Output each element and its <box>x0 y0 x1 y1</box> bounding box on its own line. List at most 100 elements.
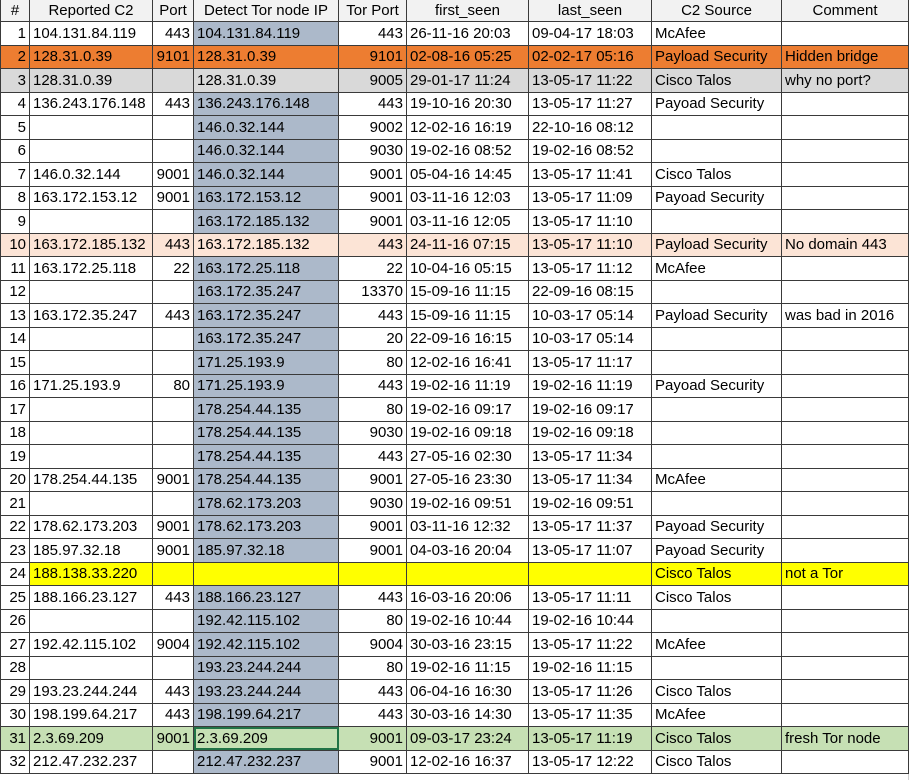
cell-last-seen[interactable]: 13-05-17 11:34 <box>528 467 652 492</box>
header-port[interactable]: Port <box>152 0 194 22</box>
cell-comment[interactable] <box>781 655 909 680</box>
cell-reported-c2[interactable]: 2.3.69.209 <box>29 726 153 751</box>
cell-port[interactable]: 443 <box>152 679 194 704</box>
cell-first-seen[interactable]: 09-03-17 23:24 <box>406 726 529 751</box>
cell-comment[interactable]: not a Tor <box>781 561 909 586</box>
cell-c2-source[interactable]: Payoad Security <box>651 373 782 398</box>
cell-c2-source[interactable]: Cisco Talos <box>651 68 782 93</box>
cell-first-seen[interactable]: 24-11-16 07:15 <box>406 232 529 257</box>
cell-reported-c2[interactable]: 188.166.23.127 <box>29 585 153 610</box>
cell-reported-c2[interactable]: 212.47.232.237 <box>29 749 153 774</box>
cell-port[interactable] <box>152 279 194 304</box>
cell-tor-port[interactable]: 443 <box>338 679 407 704</box>
cell-reported-c2[interactable] <box>29 350 153 375</box>
cell-detect-tor-node-ip[interactable]: 163.172.153.12 <box>193 185 339 210</box>
cell-tor-port[interactable]: 9001 <box>338 726 407 751</box>
cell-comment[interactable] <box>781 585 909 610</box>
cell-index[interactable]: 14 <box>0 326 30 351</box>
cell-comment[interactable] <box>781 162 909 187</box>
cell-first-seen[interactable]: 04-03-16 20:04 <box>406 538 529 563</box>
cell-last-seen[interactable]: 19-02-16 11:19 <box>528 373 652 398</box>
cell-port[interactable] <box>152 444 194 469</box>
cell-detect-tor-node-ip[interactable]: 198.199.64.217 <box>193 702 339 727</box>
cell-index[interactable]: 15 <box>0 350 30 375</box>
cell-first-seen[interactable]: 16-03-16 20:06 <box>406 585 529 610</box>
cell-first-seen[interactable]: 12-02-16 16:37 <box>406 749 529 774</box>
header-index[interactable]: # <box>0 0 30 22</box>
cell-index[interactable]: 5 <box>0 115 30 140</box>
cell-first-seen[interactable]: 03-11-16 12:03 <box>406 185 529 210</box>
cell-c2-source[interactable]: Cisco Talos <box>651 679 782 704</box>
header-last-seen[interactable]: last_seen <box>528 0 652 22</box>
cell-tor-port[interactable]: 9101 <box>338 44 407 69</box>
cell-port[interactable] <box>152 350 194 375</box>
cell-c2-source[interactable] <box>651 420 782 445</box>
cell-last-seen[interactable] <box>528 561 652 586</box>
cell-tor-port[interactable] <box>338 561 407 586</box>
cell-tor-port[interactable]: 443 <box>338 91 407 116</box>
cell-comment[interactable] <box>781 749 909 774</box>
cell-port[interactable] <box>152 749 194 774</box>
cell-last-seen[interactable]: 09-04-17 18:03 <box>528 21 652 46</box>
header-first-seen[interactable]: first_seen <box>406 0 529 22</box>
cell-index[interactable]: 11 <box>0 256 30 281</box>
cell-comment[interactable] <box>781 185 909 210</box>
cell-last-seen[interactable]: 10-03-17 05:14 <box>528 326 652 351</box>
cell-tor-port[interactable]: 9001 <box>338 185 407 210</box>
cell-comment[interactable] <box>781 115 909 140</box>
cell-c2-source[interactable]: McAfee <box>651 21 782 46</box>
header-comment[interactable]: Comment <box>781 0 909 22</box>
cell-reported-c2[interactable] <box>29 444 153 469</box>
cell-tor-port[interactable]: 22 <box>338 256 407 281</box>
cell-c2-source[interactable] <box>651 350 782 375</box>
cell-reported-c2[interactable]: 146.0.32.144 <box>29 162 153 187</box>
cell-port[interactable] <box>152 491 194 516</box>
cell-port[interactable] <box>152 209 194 234</box>
cell-c2-source[interactable] <box>651 279 782 304</box>
cell-last-seen[interactable]: 22-09-16 08:15 <box>528 279 652 304</box>
cell-reported-c2[interactable] <box>29 491 153 516</box>
cell-index[interactable]: 27 <box>0 632 30 657</box>
cell-reported-c2[interactable]: 192.42.115.102 <box>29 632 153 657</box>
cell-tor-port[interactable]: 9001 <box>338 749 407 774</box>
cell-c2-source[interactable]: Cisco Talos <box>651 585 782 610</box>
cell-tor-port[interactable]: 443 <box>338 373 407 398</box>
cell-c2-source[interactable] <box>651 326 782 351</box>
cell-c2-source[interactable] <box>651 608 782 633</box>
cell-c2-source[interactable]: McAfee <box>651 632 782 657</box>
cell-last-seen[interactable]: 22-10-16 08:12 <box>528 115 652 140</box>
cell-reported-c2[interactable] <box>29 420 153 445</box>
cell-index[interactable]: 22 <box>0 514 30 539</box>
cell-last-seen[interactable]: 13-05-17 11:35 <box>528 702 652 727</box>
cell-port[interactable]: 22 <box>152 256 194 281</box>
cell-tor-port[interactable]: 443 <box>338 585 407 610</box>
cell-c2-source[interactable]: McAfee <box>651 256 782 281</box>
cell-last-seen[interactable]: 13-05-17 11:22 <box>528 632 652 657</box>
cell-tor-port[interactable]: 9004 <box>338 632 407 657</box>
cell-comment[interactable] <box>781 397 909 422</box>
cell-c2-source[interactable]: McAfee <box>651 467 782 492</box>
cell-first-seen[interactable]: 12-02-16 16:19 <box>406 115 529 140</box>
cell-index[interactable]: 29 <box>0 679 30 704</box>
cell-last-seen[interactable]: 02-02-17 05:16 <box>528 44 652 69</box>
cell-first-seen[interactable]: 05-04-16 14:45 <box>406 162 529 187</box>
cell-tor-port[interactable]: 20 <box>338 326 407 351</box>
cell-reported-c2[interactable]: 136.243.176.148 <box>29 91 153 116</box>
cell-first-seen[interactable]: 19-02-16 09:51 <box>406 491 529 516</box>
cell-tor-port[interactable]: 13370 <box>338 279 407 304</box>
cell-detect-tor-node-ip[interactable]: 163.172.35.247 <box>193 303 339 328</box>
cell-reported-c2[interactable] <box>29 115 153 140</box>
cell-first-seen[interactable]: 19-02-16 10:44 <box>406 608 529 633</box>
cell-first-seen[interactable] <box>406 561 529 586</box>
cell-comment[interactable] <box>781 91 909 116</box>
cell-first-seen[interactable]: 19-02-16 11:19 <box>406 373 529 398</box>
cell-first-seen[interactable]: 19-10-16 20:30 <box>406 91 529 116</box>
cell-first-seen[interactable]: 22-09-16 16:15 <box>406 326 529 351</box>
cell-comment[interactable] <box>781 467 909 492</box>
cell-last-seen[interactable]: 13-05-17 11:26 <box>528 679 652 704</box>
cell-c2-source[interactable]: Cisco Talos <box>651 162 782 187</box>
cell-last-seen[interactable]: 13-05-17 11:07 <box>528 538 652 563</box>
cell-detect-tor-node-ip[interactable]: 163.172.25.118 <box>193 256 339 281</box>
cell-port[interactable] <box>152 397 194 422</box>
cell-detect-tor-node-ip[interactable]: 136.243.176.148 <box>193 91 339 116</box>
